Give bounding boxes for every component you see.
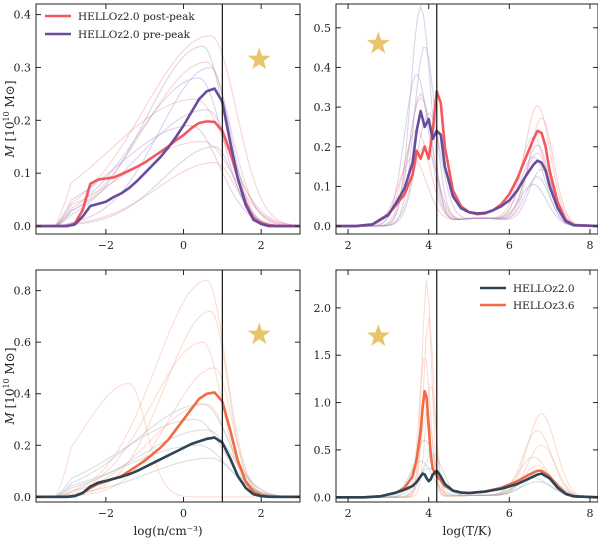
legend-label: HELLOz2.0 pre-peak bbox=[78, 29, 191, 41]
y-tick-label: 0.0 bbox=[314, 220, 332, 233]
x-tick-label: 4 bbox=[425, 239, 432, 252]
y-tick-label: 0.4 bbox=[14, 9, 32, 22]
plot-area bbox=[36, 270, 300, 502]
y-tick-label: 0.3 bbox=[14, 61, 32, 74]
panel-bottom-right: 2 4 6 80.00.51.01.52.0log(T/K)HELLOz2.0HELL… bbox=[314, 269, 598, 538]
x-axis-label: log(n/cm⁻³) bbox=[133, 524, 202, 538]
x-tick-label: −2 bbox=[98, 507, 114, 520]
background-line-4 bbox=[336, 4, 598, 227]
series-line-b bbox=[36, 436, 300, 499]
x-tick-label: 2 bbox=[258, 239, 265, 252]
star-marker bbox=[366, 324, 390, 346]
background-line-3 bbox=[336, 385, 598, 498]
panel-top-right: 2 4 6 8 0.0 0.1 0.2 0.3 0.4 0.5 bbox=[314, 3, 598, 252]
y-tick-label: 0.1 bbox=[14, 167, 32, 180]
y-tick-label: 0.0 bbox=[14, 220, 32, 233]
background-line-2 bbox=[36, 98, 300, 227]
y-tick-label: 0.3 bbox=[314, 101, 332, 114]
x-axis-label: log(T/K) bbox=[442, 524, 491, 538]
x-tick-label: −2 bbox=[98, 239, 114, 252]
x-tick-label: 4 bbox=[425, 507, 432, 520]
background-line-5 bbox=[36, 403, 300, 498]
y-tick-label: 0.5 bbox=[314, 22, 332, 35]
legend: HELLOz2.0 HELLOz3.6 bbox=[480, 283, 575, 312]
background-line-0 bbox=[36, 279, 300, 498]
background-line-6 bbox=[36, 403, 300, 498]
y-tick-label: 0.4 bbox=[14, 388, 32, 401]
panel-top-left: −2 0 2 0.0 0.1 0.2 0.3 0.4 M [1010 M⊙] HELLOz2.0 … bbox=[2, 3, 301, 252]
series-line-a bbox=[336, 389, 598, 499]
series-line-b bbox=[36, 87, 300, 228]
star-marker bbox=[366, 31, 390, 54]
axes-frame bbox=[335, 269, 598, 503]
y-tick-label: 0.8 bbox=[14, 285, 32, 298]
y-tick-label: 0.2 bbox=[314, 141, 332, 154]
background-line-0 bbox=[36, 35, 300, 227]
y-tick-label: 0.0 bbox=[14, 491, 32, 504]
series-line-b bbox=[336, 469, 598, 499]
x-tick-label: 6 bbox=[506, 507, 513, 520]
legend-label: HELLOz3.6 bbox=[513, 300, 575, 312]
series-line-a bbox=[336, 89, 598, 228]
x-tick-label: 0 bbox=[180, 239, 187, 252]
y-tick-label: 0.6 bbox=[14, 336, 32, 349]
background-line-2 bbox=[336, 136, 598, 227]
y-axis-label: M [1010 M⊙] bbox=[2, 347, 17, 425]
background-line-0 bbox=[336, 279, 598, 498]
y-tick-label: 0.2 bbox=[14, 114, 32, 127]
background-line-1 bbox=[336, 117, 598, 227]
axes-frame bbox=[35, 3, 301, 235]
y-tick-label: 0.2 bbox=[14, 439, 32, 452]
y-tick-label: 0.5 bbox=[314, 444, 332, 457]
x-tick-label: 8 bbox=[586, 239, 593, 252]
x-tick-label: 2 bbox=[258, 507, 265, 520]
background-line-5 bbox=[36, 45, 300, 227]
y-tick-label: 1.0 bbox=[314, 397, 332, 410]
background-line-2 bbox=[336, 357, 598, 498]
y-axis-label: M [1010 M⊙] bbox=[2, 80, 17, 158]
background-line-9 bbox=[36, 125, 300, 227]
background-line-10 bbox=[36, 146, 300, 227]
y-tick-label: 0.4 bbox=[314, 61, 332, 74]
y-tick-label: 1.5 bbox=[314, 349, 332, 362]
background-line-5 bbox=[336, 46, 598, 227]
plot-area bbox=[336, 270, 598, 502]
background-line-7 bbox=[336, 92, 598, 227]
axes-frame bbox=[335, 3, 598, 235]
legend-label: HELLOz2.0 bbox=[513, 283, 575, 295]
x-tick-label: 6 bbox=[506, 239, 513, 252]
plot-area bbox=[36, 4, 300, 234]
star-marker bbox=[247, 322, 271, 345]
background-line-4 bbox=[36, 162, 300, 227]
panel-bottom-left: −2 0 2 0.0 0.2 0.4 0.6 0.8 M [1010 M⊙] log(n/cm⁻³… bbox=[2, 269, 301, 538]
y-tick-label: 0.0 bbox=[314, 491, 332, 504]
legend-label: HELLOz2.0 post-peak bbox=[78, 11, 195, 23]
axes-frame bbox=[35, 269, 301, 503]
background-line-8 bbox=[336, 112, 598, 227]
background-line-1 bbox=[336, 317, 598, 498]
background-line-8 bbox=[36, 109, 300, 227]
series-line-b bbox=[336, 109, 598, 228]
background-line-0 bbox=[336, 96, 598, 227]
background-line-7 bbox=[36, 418, 300, 498]
x-tick-label: 2 bbox=[345, 239, 352, 252]
star-marker bbox=[247, 47, 271, 70]
background-line-1 bbox=[36, 61, 300, 227]
legend: HELLOz2.0 post-peak HELLOz2.0 pre-peak bbox=[45, 11, 195, 41]
background-line-7 bbox=[36, 77, 300, 227]
x-tick-label: 2 bbox=[345, 507, 352, 520]
plot-area bbox=[336, 4, 598, 234]
y-tick-label: 0.1 bbox=[314, 180, 332, 193]
background-line-4 bbox=[36, 382, 300, 498]
background-line-9 bbox=[36, 444, 300, 498]
x-tick-label: 8 bbox=[586, 507, 593, 520]
background-line-2 bbox=[36, 341, 300, 498]
background-line-3 bbox=[36, 367, 300, 498]
x-tick-label: 0 bbox=[180, 507, 187, 520]
y-tick-label: 2.0 bbox=[314, 302, 332, 315]
